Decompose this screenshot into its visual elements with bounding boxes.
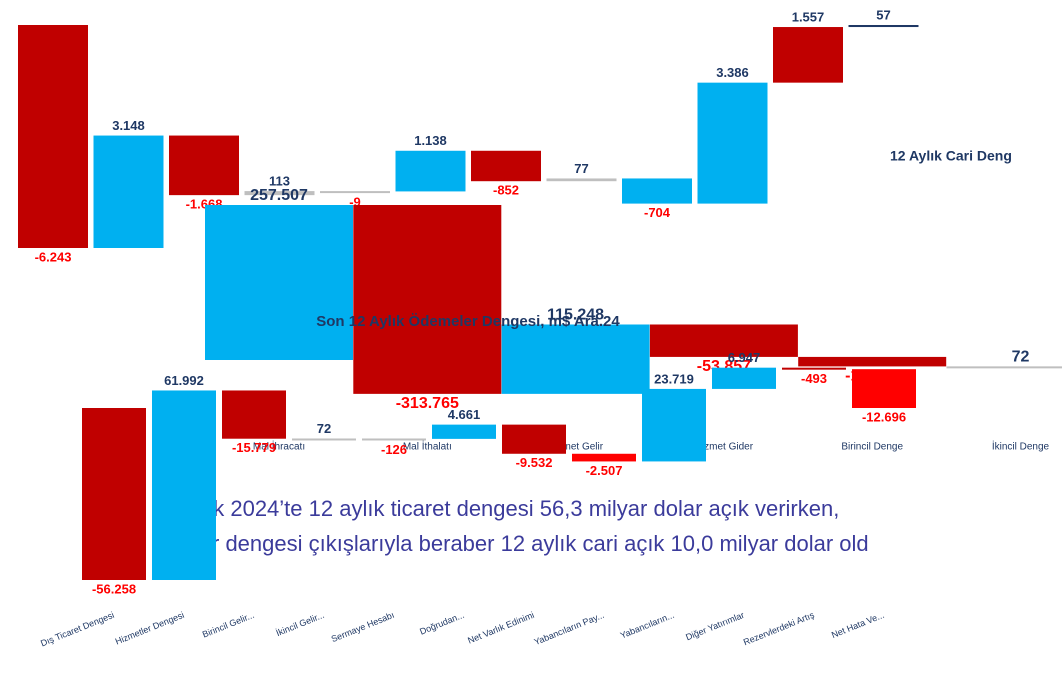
x-tick-label: Sermaye Hesabı — [330, 610, 396, 644]
x-tick-label: Rezervlerdeki Artış — [742, 610, 816, 648]
bar — [362, 438, 426, 441]
bar — [642, 388, 706, 462]
bar — [152, 390, 216, 580]
chart-title: 12 Aylık Cari Deng — [890, 148, 1012, 164]
annotation: elir dengesi çıkışlarıyla beraber 12 ayl… — [190, 531, 869, 556]
bar — [649, 324, 798, 357]
value-label: 4.661 — [448, 407, 481, 422]
x-tick-label: Net Hata Ve... — [830, 610, 886, 640]
bar — [501, 324, 650, 394]
bar — [244, 191, 315, 196]
bar — [395, 150, 466, 192]
chart-title: Son 12 Aylık Ödemeler Dengesi, m$ Ara.24 — [316, 313, 620, 330]
bar — [546, 178, 617, 182]
bar — [222, 390, 286, 439]
x-tick-label: İkincil Denge — [992, 440, 1050, 453]
value-label: 1.557 — [792, 9, 825, 24]
value-label: -493 — [801, 371, 827, 386]
x-tick-label: Mal İthalatı — [403, 440, 452, 453]
x-tick-label: Diğer Yatırımlar — [684, 610, 745, 643]
bar — [572, 453, 636, 462]
value-label: -12.696 — [862, 409, 906, 424]
value-label: 72 — [317, 421, 331, 436]
value-label: -2.507 — [586, 463, 623, 478]
value-label: 72 — [1012, 349, 1030, 366]
x-tick-label: Hizmetler Dengesi — [114, 610, 186, 647]
value-label: -9.532 — [516, 455, 553, 470]
value-label: 257.507 — [250, 187, 308, 204]
value-label: -56.258 — [92, 581, 136, 596]
value-label: 77 — [574, 161, 588, 176]
bar — [946, 366, 1062, 369]
bar — [697, 82, 768, 204]
bar — [82, 408, 146, 580]
bar — [471, 150, 541, 182]
bar — [292, 438, 356, 441]
value-label: -313.765 — [396, 395, 459, 412]
bar — [205, 205, 353, 360]
bar — [432, 424, 496, 439]
x-tick-label: Yabancıların... — [619, 610, 676, 641]
x-tick-label: Yabancıların Pay... — [533, 610, 606, 647]
value-label: 3.386 — [716, 65, 749, 80]
x-tick-label: Hizmet Gider — [695, 442, 754, 453]
value-label: 113 — [269, 174, 290, 189]
x-tick-label: Hizmet Gelir — [548, 442, 604, 453]
value-label: -704 — [644, 205, 671, 220]
value-label: 1.138 — [414, 133, 447, 148]
value-label: -6.243 — [35, 249, 72, 264]
x-tick-label: Birincil Gelir... — [201, 610, 256, 640]
bar — [782, 367, 846, 370]
bar — [622, 178, 692, 204]
bar — [502, 424, 566, 454]
x-tick-label: Mal İhracatı — [253, 440, 305, 453]
bar — [852, 369, 916, 408]
x-tick-label: İkincil Gelir... — [275, 610, 326, 638]
annotation: alık 2024’te 12 aylık ticaret dengesi 56… — [190, 496, 839, 521]
x-tick-label: Birincil Denge — [841, 442, 903, 453]
bar — [169, 135, 239, 196]
x-tick-label: Dış Ticaret Dengesi — [39, 610, 116, 649]
bar — [712, 367, 776, 389]
x-tick-label: Net Varlık Edinimi — [466, 610, 535, 646]
value-label: 57 — [876, 7, 890, 22]
value-label: 115.248 — [547, 307, 604, 324]
bar — [353, 205, 502, 394]
value-label: -15.779 — [232, 440, 276, 455]
value-label: -126 — [381, 442, 407, 457]
x-tick-label: Doğrudan... — [418, 610, 465, 637]
bar — [798, 356, 947, 367]
bar — [848, 25, 919, 28]
bar — [18, 25, 88, 248]
value-label: -852 — [493, 183, 519, 198]
bar — [320, 191, 390, 194]
value-label: 6.947 — [728, 350, 761, 365]
bar — [773, 27, 843, 83]
value-label: 23.719 — [654, 371, 694, 386]
value-label: -9 — [349, 195, 361, 210]
value-label: 61.992 — [164, 373, 204, 388]
bar — [93, 135, 164, 248]
value-label: 3.148 — [112, 118, 145, 133]
